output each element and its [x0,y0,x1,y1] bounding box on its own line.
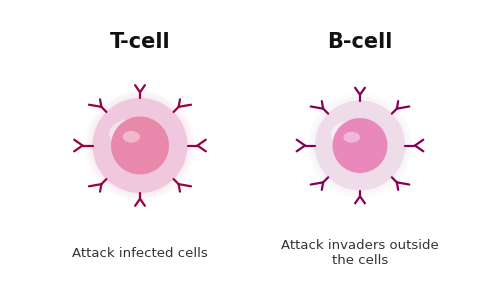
Ellipse shape [130,136,150,155]
Ellipse shape [310,95,410,196]
Ellipse shape [85,91,195,200]
Ellipse shape [126,131,154,160]
Ellipse shape [337,123,383,168]
Ellipse shape [342,127,378,164]
Ellipse shape [356,141,364,150]
Ellipse shape [111,116,169,175]
Ellipse shape [122,131,140,143]
Text: Attack invaders outside
the cells: Attack invaders outside the cells [281,239,439,267]
Text: Attack infected cells: Attack infected cells [72,247,208,260]
Ellipse shape [346,132,374,159]
Ellipse shape [87,92,193,199]
Ellipse shape [351,136,369,155]
Ellipse shape [332,118,388,173]
Ellipse shape [315,100,405,191]
Text: T-cell: T-cell [110,32,170,52]
Ellipse shape [109,119,152,148]
Ellipse shape [90,96,190,195]
Ellipse shape [308,93,412,198]
Ellipse shape [88,94,192,197]
Ellipse shape [344,132,360,143]
Ellipse shape [116,121,164,170]
Text: B-cell: B-cell [328,32,392,52]
Ellipse shape [90,144,190,155]
Ellipse shape [135,141,145,150]
Ellipse shape [312,97,408,194]
Ellipse shape [331,121,371,148]
Ellipse shape [92,98,188,193]
Ellipse shape [313,144,407,154]
Ellipse shape [120,126,160,165]
Ellipse shape [313,99,407,192]
